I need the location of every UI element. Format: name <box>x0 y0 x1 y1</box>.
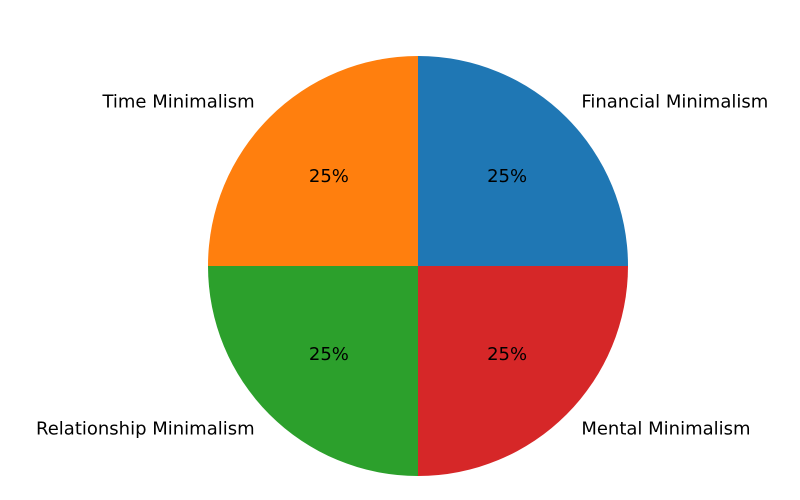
pie-slice <box>208 56 418 266</box>
slice-label: Mental Minimalism <box>581 418 750 439</box>
value-label: 25% <box>487 344 527 365</box>
value-label: 25% <box>309 344 349 365</box>
pie-slice <box>418 56 628 266</box>
value-label: 25% <box>487 166 527 187</box>
slice-label: Relationship Minimalism <box>36 418 255 439</box>
value-label: 25% <box>309 166 349 187</box>
slice-label: Financial Minimalism <box>581 92 768 113</box>
pie-slice <box>418 266 628 476</box>
slice-label: Time Minimalism <box>101 92 254 113</box>
pie-slice <box>208 266 418 476</box>
